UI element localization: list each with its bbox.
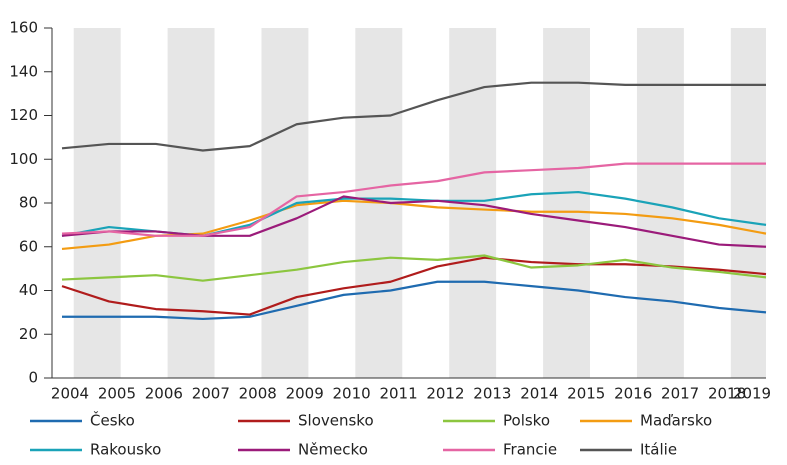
x-tick-label: 2015 [567,385,605,403]
x-tick-label: 2012 [426,385,464,403]
band [543,28,590,378]
band [167,28,215,378]
legend-label: Německo [298,441,368,459]
x-tick-label: 2017 [661,385,699,403]
line [61,256,767,316]
y-tick-label: 40 [19,281,38,299]
legend-label: Polsko [503,412,550,430]
line [61,195,767,248]
y-tick-label: 60 [19,237,38,255]
legend-label: Itálie [640,441,677,459]
x-tick-label: 2019 [733,385,771,403]
y-tick-label: 140 [9,62,38,80]
x-tick-label: 2004 [51,385,89,403]
x-tick-label: 2010 [333,385,371,403]
line [62,280,767,321]
band [730,28,766,378]
line [61,162,766,237]
x-tick-label: 2016 [614,385,652,403]
x-tick-label: 2014 [520,385,558,403]
y-tick-label: 0 [28,369,38,387]
line [61,254,767,282]
legend-label: Francie [503,441,557,459]
y-tick-label: 100 [9,150,38,168]
x-tick-label: 2007 [192,385,230,403]
x-tick-label: 2006 [145,385,183,403]
x-tick-label: 2005 [98,385,136,403]
x-tick-label: 2008 [239,385,277,403]
x-tick-label: 2011 [379,385,417,403]
x-tick-label: 2018 [708,385,746,403]
band [73,28,121,378]
y-tick-label: 80 [19,194,38,212]
legend-label: Rakousko [90,441,161,459]
legend-label: Česko [90,411,135,430]
legend-label: Slovensko [298,412,374,430]
y-tick-label: 160 [9,19,38,37]
y-tick-label: 120 [9,106,38,124]
line [61,81,766,152]
x-tick-label: 2009 [286,385,324,403]
y-tick-label: 20 [19,325,38,343]
legend-label: Maďarsko [640,412,712,430]
x-tick-label: 2013 [473,385,511,403]
